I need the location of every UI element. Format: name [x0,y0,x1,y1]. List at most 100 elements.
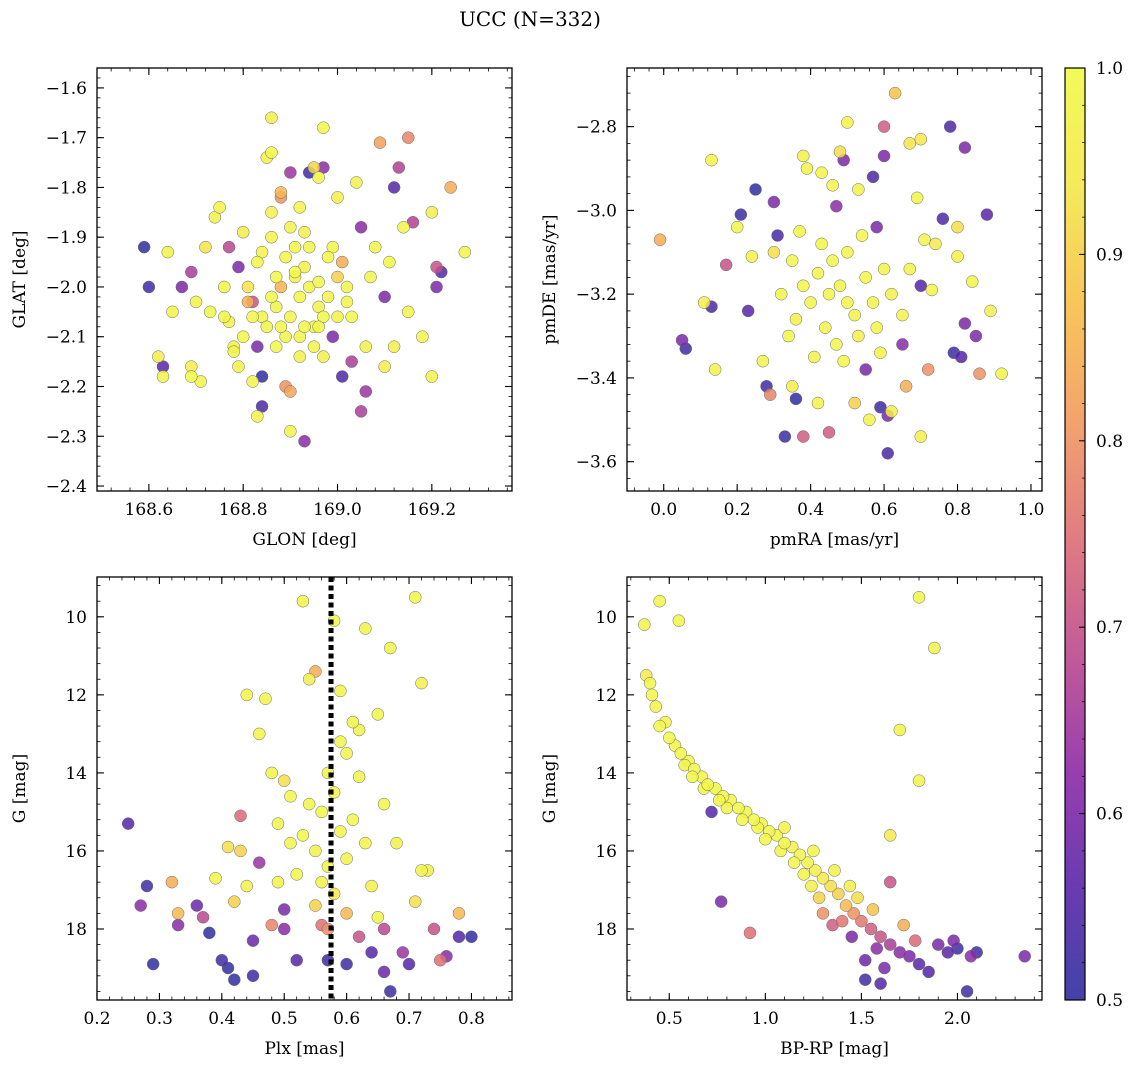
data-point [416,330,429,343]
y-tick-label: −3.6 [576,453,617,473]
data-point [352,770,366,784]
y-tick-label: −2.2 [46,377,87,397]
data-point [912,774,926,787]
data-point [458,245,472,259]
data-point [883,829,897,842]
data-point [296,829,310,842]
data-point [864,922,878,936]
data-point [321,250,335,264]
data-point [296,594,310,608]
sky-position-panel: 168.6 168.8 169.0 169.2 −1.6 −1.7 −1.8 −1.9 −2.0… [10,67,513,550]
data-point [251,340,264,353]
x-axis-label: pmRA [mas/yr] [770,530,899,550]
data-point [396,946,410,959]
data-point [824,879,837,893]
data-point [156,370,170,383]
data-point [277,903,291,916]
data-point [855,229,869,242]
data-point [397,220,410,234]
data-point [284,220,297,234]
data-point [797,149,810,163]
data-point [288,240,302,254]
data-point [847,907,860,920]
data-point [334,825,347,838]
data-point [354,405,368,418]
data-point [819,321,832,334]
data-point [941,946,955,959]
data-point [922,965,935,979]
data-point [936,212,950,226]
data-point [452,907,466,920]
data-point [352,930,366,944]
data-point [415,676,428,690]
x-tick-label: 169.0 [313,500,362,520]
data-point [705,153,718,167]
data-point [218,310,231,324]
data-point [246,310,259,324]
data-point [137,240,151,254]
data-point [705,805,718,819]
data-point [364,270,377,284]
x-tick-label: 2.0 [944,1009,971,1029]
data-point [835,914,849,928]
data-point [196,911,210,924]
y-tick-label: 16 [595,842,617,862]
axes-frame [626,576,1043,1001]
data-point [786,254,799,267]
y-axis-label: GLAT [deg] [10,230,30,328]
y-tick-label: −2.4 [46,477,87,497]
colorbar: 0.5 0.6 0.7 0.8 0.9 1.0 [1064,59,1123,1011]
data-point [384,641,397,655]
data-point [284,385,297,398]
data-point [331,310,344,324]
data-point [171,907,185,920]
data-point [240,879,254,893]
data-point [964,950,978,963]
data-point [246,969,260,983]
data-point [730,220,744,234]
data-point [371,911,385,924]
data-point [984,304,997,318]
data-point [240,688,254,702]
data-point [259,692,272,705]
y-axis-label: G [mag] [540,754,560,823]
data-point [883,938,897,951]
data-point [327,887,341,901]
data-point [830,338,843,351]
data-point [359,836,372,850]
data-point [284,836,297,850]
data-point [335,255,349,269]
x-axis-label: BP-RP [mag] [780,1039,889,1059]
data-point [839,899,853,912]
data-point [290,953,303,967]
data-point [843,879,857,893]
data-point [848,396,861,410]
data-point [315,875,328,889]
data-point [874,977,887,990]
data-point [326,330,340,343]
data-point [203,926,216,940]
data-point [893,946,907,959]
data-point [265,230,278,244]
x-tick-label: 1.0 [752,1009,779,1029]
data-point [265,206,278,219]
data-point [747,813,761,826]
data-point [359,385,373,398]
data-point [232,260,245,274]
data-point [845,930,859,944]
data-point [883,875,897,889]
data-point [236,330,250,343]
data-point [778,821,791,834]
data-point [638,618,651,631]
data-point [279,250,292,264]
data-point [826,254,839,267]
data-point [430,280,443,294]
data-point [368,240,382,254]
parallax-magnitude-panel: 0.2 0.3 0.4 0.5 0.6 0.7 0.8 10 12 14 16 18 Plx [mas]… [10,576,513,1059]
data-point [797,430,810,443]
y-tick-label: −1.7 [46,129,87,149]
data-point [334,684,347,698]
data-point [293,350,307,363]
data-point [741,304,755,318]
color-magnitude-panel: 0.5 1.0 1.5 2.0 10 12 14 16 18 BP-RP [mag] G [mag] [540,576,1043,1059]
